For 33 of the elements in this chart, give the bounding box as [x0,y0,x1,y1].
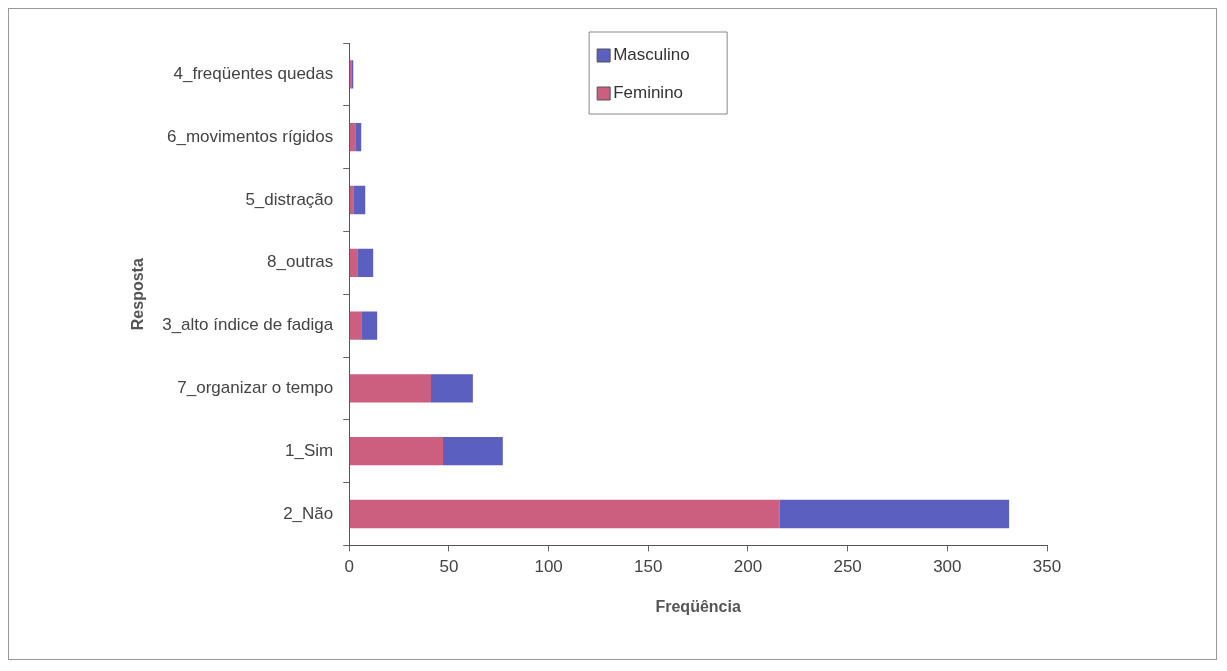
bar [355,123,362,152]
x-tick-label: 300 [933,557,962,577]
bar [349,499,780,529]
x-tick-label: 0 [344,557,355,577]
y-tick-label: 4_freqüentes quedas [173,64,334,84]
bar [349,248,358,277]
bar [442,437,503,466]
bar [431,374,473,403]
x-tick-label: 150 [634,557,663,577]
y-tick-label: 8_outras [267,252,334,272]
bar [353,185,366,215]
bar [349,374,432,403]
x-tick-label: 50 [439,557,459,577]
y-tick-label: 7_organizar o tempo [177,378,334,398]
y-tick-label: 3_alto índice de fadiga [162,315,334,335]
bar [349,437,443,466]
y-tick-label: 1_Sim [285,440,334,460]
x-tick-label: 350 [1032,557,1062,577]
x-tick-label: 200 [733,557,763,577]
bar [361,311,378,340]
bar [357,248,374,277]
bar [349,311,362,340]
x-tick-label: 100 [534,557,563,577]
bar [779,499,1010,529]
legend-label: Masculino [613,44,690,64]
legend-label: Feminino [613,82,684,102]
y-tick-label: 5_distração [245,189,334,209]
x-axis-title: Freqüência [655,597,741,615]
bar [349,123,356,152]
y-tick-label: 6_movimentos rígidos [166,126,334,146]
y-tick-label: 2_Não [283,503,334,523]
y-axis-title: Resposta [129,258,147,331]
x-tick-label: 250 [833,557,862,577]
